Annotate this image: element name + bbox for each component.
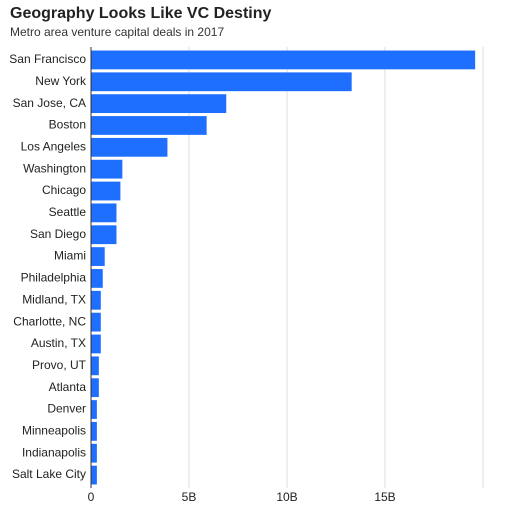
y-tick-label: Charlotte, NC bbox=[13, 314, 86, 328]
y-tick-label: Indianapolis bbox=[22, 445, 86, 459]
y-tick-label: Philadelphia bbox=[21, 271, 87, 285]
bar bbox=[91, 443, 97, 463]
bar bbox=[91, 421, 97, 441]
bar bbox=[91, 356, 99, 376]
bar bbox=[91, 116, 207, 135]
bar bbox=[91, 312, 101, 332]
bar bbox=[91, 225, 117, 245]
y-tick-label: Washington bbox=[23, 161, 86, 175]
y-tick-label: San Diego bbox=[30, 227, 86, 241]
y-tick-label: Miami bbox=[54, 249, 86, 263]
x-tick-label: 15B bbox=[374, 490, 395, 504]
chart-subtitle: Metro area venture capital deals in 2017 bbox=[10, 25, 224, 39]
y-tick-label: Provo, UT bbox=[32, 358, 87, 372]
bar bbox=[91, 72, 352, 92]
bar bbox=[91, 159, 123, 179]
bar bbox=[91, 334, 101, 354]
bar bbox=[91, 181, 121, 201]
bar bbox=[91, 50, 476, 70]
y-tick-label: San Francisco bbox=[9, 52, 86, 66]
bar bbox=[91, 137, 168, 157]
bar bbox=[91, 203, 117, 223]
y-tick-label: Seattle bbox=[49, 205, 87, 219]
y-tick-label: San Jose, CA bbox=[13, 96, 86, 110]
x-tick-label: 0 bbox=[88, 490, 95, 504]
y-tick-label: Boston bbox=[49, 118, 86, 132]
y-tick-label: Denver bbox=[47, 402, 86, 416]
y-tick-label: Chicago bbox=[42, 183, 86, 197]
chart-title: Geography Looks Like VC Destiny bbox=[10, 5, 272, 22]
bar bbox=[91, 269, 103, 288]
bar bbox=[91, 290, 101, 310]
bar bbox=[91, 400, 97, 419]
bar bbox=[91, 94, 227, 114]
y-tick-label: Minneapolis bbox=[22, 424, 86, 438]
bar bbox=[91, 378, 99, 398]
y-tick-label: Austin, TX bbox=[31, 336, 86, 350]
y-tick-label: Los Angeles bbox=[21, 139, 86, 153]
y-tick-label: New York bbox=[35, 74, 87, 88]
x-tick-label: 10B bbox=[276, 490, 297, 504]
x-tick-label: 5B bbox=[182, 490, 197, 504]
bar bbox=[91, 247, 105, 266]
bar bbox=[91, 465, 97, 485]
y-tick-label: Salt Lake City bbox=[12, 467, 86, 481]
y-tick-label: Atlanta bbox=[49, 380, 87, 394]
y-tick-label: Midland, TX bbox=[22, 292, 86, 306]
